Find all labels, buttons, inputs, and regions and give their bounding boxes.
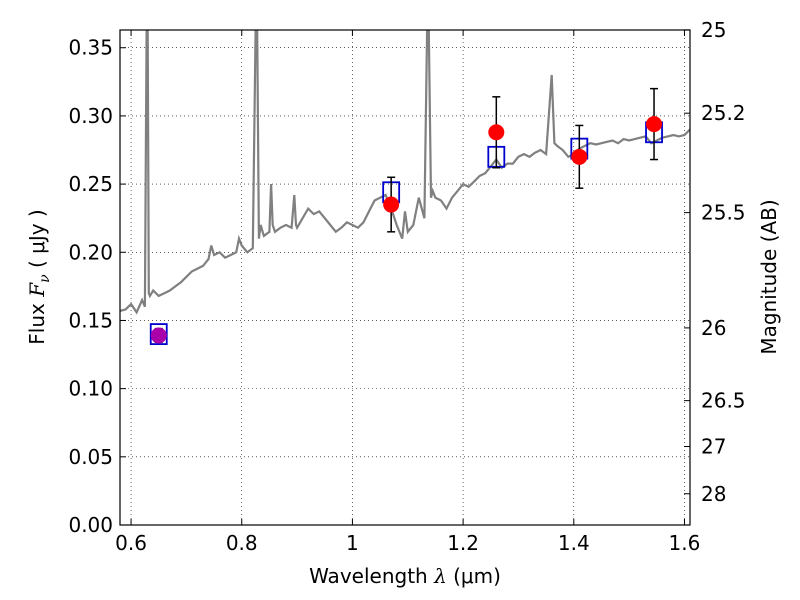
y-tick-label: 0.15 bbox=[68, 308, 113, 332]
observed-photometry-point bbox=[150, 327, 167, 344]
spectrum-layer bbox=[120, 30, 690, 315]
observed-photometry-point bbox=[646, 116, 663, 133]
y2-axis: 25 25.2 25.5 26 26.5 27 28 bbox=[684, 18, 746, 506]
grid bbox=[120, 30, 690, 525]
observed-photometry-point bbox=[383, 196, 400, 213]
y-tick-label: 0.10 bbox=[68, 377, 113, 401]
y2-tick-label: 26.5 bbox=[701, 389, 746, 413]
y-axis-label: Flux Fν ( μJy ) bbox=[25, 209, 53, 344]
x-tick-label: 1.2 bbox=[447, 531, 479, 555]
y2-tick-label: 28 bbox=[701, 482, 726, 506]
y2-tick-label: 25.2 bbox=[701, 101, 746, 125]
y-tick-label: 0.20 bbox=[68, 240, 113, 264]
y-axis: 0.00 0.05 0.10 0.15 0.20 0.25 0.30 0.35 bbox=[68, 36, 126, 537]
observed-photometry-layer bbox=[150, 87, 663, 344]
y2-tick-label: 25.5 bbox=[701, 201, 746, 225]
x-axis: 0.6 0.8 1 1.2 1.4 1.6 bbox=[115, 30, 700, 555]
x-tick-label: 1.6 bbox=[669, 531, 701, 555]
y-tick-label: 0.35 bbox=[68, 36, 113, 60]
y2-tick-label: 26 bbox=[701, 316, 726, 340]
model-photometry-square bbox=[149, 323, 168, 345]
y-tick-label: 0.25 bbox=[68, 172, 113, 196]
y2-axis-label: Magnitude (AB) bbox=[757, 199, 781, 354]
x-tick-label: 0.8 bbox=[226, 531, 258, 555]
observed-photometry-point bbox=[571, 148, 588, 165]
y-tick-label: 0.30 bbox=[68, 104, 113, 128]
x-tick-label: 0.6 bbox=[115, 531, 147, 555]
x-tick-label: 1 bbox=[346, 531, 359, 555]
y-tick-label: 0.05 bbox=[68, 445, 113, 469]
y2-tick-label: 25 bbox=[701, 18, 726, 42]
plot-frame bbox=[119, 29, 691, 526]
observed-photometry-point bbox=[488, 124, 505, 141]
x-axis-label: Wavelength λ (μm) bbox=[309, 564, 501, 588]
spectrum-line bbox=[120, 30, 690, 315]
x-tick-label: 1.4 bbox=[558, 531, 590, 555]
y2-tick-label: 27 bbox=[701, 435, 726, 459]
y-tick-label: 0.00 bbox=[68, 513, 113, 537]
